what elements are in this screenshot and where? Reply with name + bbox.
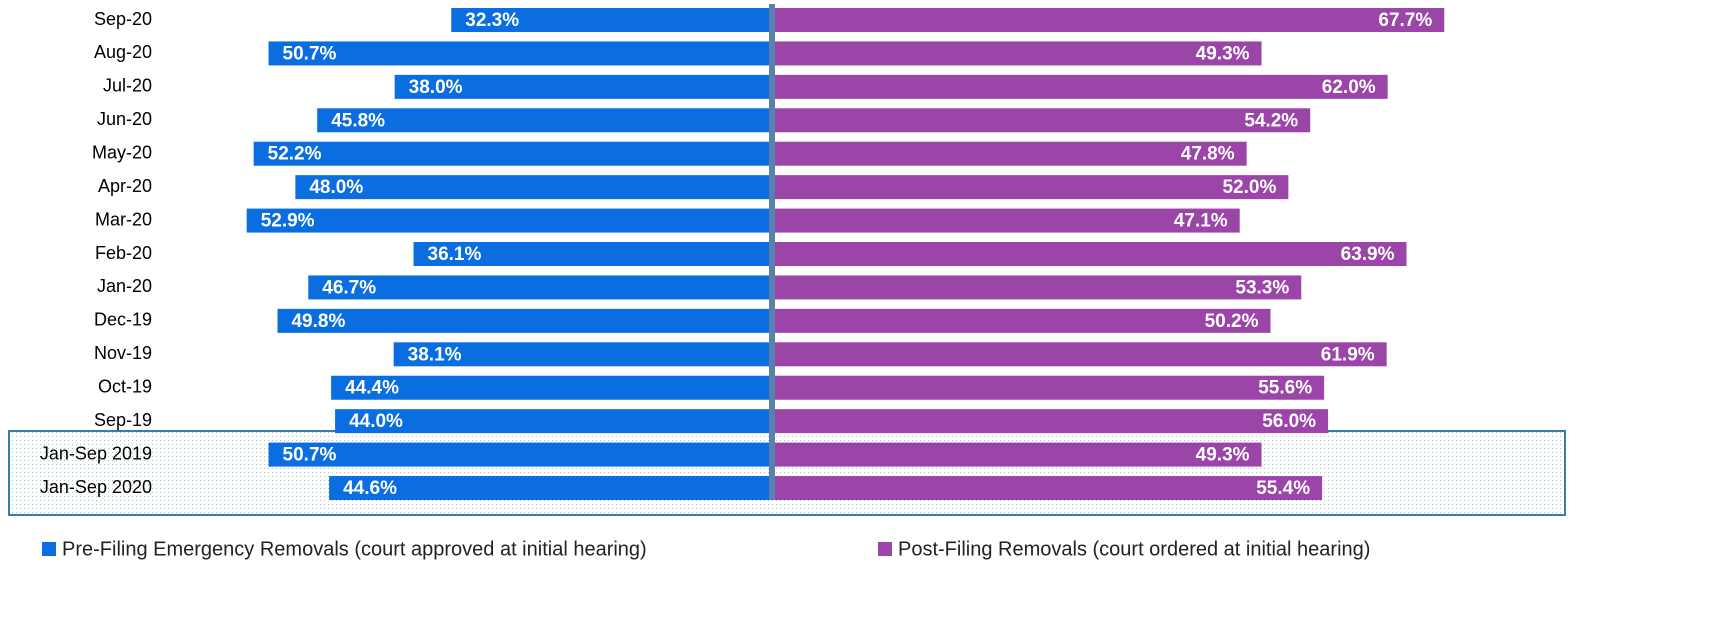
data-label: 44.6%	[343, 478, 397, 499]
category-label: Sep-20	[94, 9, 152, 29]
bars: Sep-20 32.3% 67.7% Aug-20 50.7% 49.3% Jul-20 38…	[40, 8, 1445, 501]
bar	[335, 409, 772, 434]
legend-swatch	[878, 542, 892, 556]
category-label: Jan-Sep 2020	[40, 477, 152, 497]
bar	[772, 476, 1323, 501]
data-label: 38.1%	[408, 344, 462, 365]
category-label: Jan-Sep 2019	[40, 443, 152, 463]
category-label: Nov-19	[94, 343, 152, 363]
data-label: 55.6%	[1258, 378, 1312, 399]
bar	[308, 275, 772, 300]
data-label: 36.1%	[428, 244, 482, 265]
bar	[295, 175, 772, 200]
category-label: May-20	[92, 142, 152, 162]
category-label: Aug-20	[94, 42, 152, 62]
bar	[772, 308, 1271, 333]
data-label: 62.0%	[1322, 77, 1376, 98]
data-label: 48.0%	[309, 177, 363, 198]
category-label: Sep-19	[94, 410, 152, 430]
data-label: 49.3%	[1196, 445, 1250, 466]
bar	[772, 242, 1407, 267]
bar	[331, 375, 772, 400]
bar	[772, 208, 1240, 233]
category-label: Feb-20	[95, 243, 152, 263]
data-label: 47.8%	[1181, 144, 1235, 165]
data-label: 49.8%	[291, 311, 345, 332]
bar	[317, 108, 772, 133]
legend-label: Pre-Filing Emergency Removals (court app…	[62, 538, 647, 560]
data-label: 56.0%	[1262, 411, 1316, 432]
bar	[772, 8, 1445, 32]
data-label: 52.9%	[261, 211, 315, 232]
bar	[772, 409, 1329, 434]
bar	[772, 342, 1387, 367]
bar	[772, 141, 1247, 166]
data-label: 45.8%	[331, 110, 385, 131]
category-label: Dec-19	[94, 310, 152, 330]
bar	[772, 41, 1262, 66]
data-label: 50.7%	[283, 445, 337, 466]
category-label: Jul-20	[103, 76, 152, 96]
bar	[253, 141, 773, 166]
bar	[246, 208, 772, 233]
data-label: 55.4%	[1256, 478, 1310, 499]
data-label: 46.7%	[322, 277, 376, 298]
bar	[772, 74, 1388, 99]
bar	[329, 476, 772, 501]
legend-label: Post-Filing Removals (court ordered at i…	[898, 538, 1370, 560]
data-label: 61.9%	[1321, 344, 1375, 365]
bar	[772, 442, 1262, 467]
data-label: 44.0%	[349, 411, 403, 432]
bar	[413, 242, 772, 267]
data-label: 50.2%	[1205, 311, 1259, 332]
bar	[772, 108, 1311, 133]
data-label: 54.2%	[1244, 110, 1298, 131]
data-label: 63.9%	[1341, 244, 1395, 265]
legend-swatch	[42, 542, 56, 556]
bar	[772, 375, 1325, 400]
category-label: Jan-20	[97, 276, 152, 296]
bar	[268, 442, 772, 467]
bar	[277, 308, 772, 333]
bar	[451, 8, 772, 32]
data-label: 44.4%	[345, 378, 399, 399]
bar	[393, 342, 772, 367]
category-label: Mar-20	[95, 209, 152, 229]
data-label: 49.3%	[1196, 43, 1250, 64]
data-label: 50.7%	[283, 43, 337, 64]
category-label: Oct-19	[98, 376, 152, 396]
data-label: 67.7%	[1378, 10, 1432, 31]
bar	[268, 41, 772, 66]
data-label: 52.2%	[268, 144, 322, 165]
category-label: Apr-20	[98, 176, 152, 196]
center-line	[769, 4, 775, 500]
bar	[394, 74, 772, 99]
data-label: 32.3%	[465, 10, 519, 31]
category-label: Jun-20	[97, 109, 152, 129]
data-label: 47.1%	[1174, 211, 1228, 232]
legend: Pre-Filing Emergency Removals (court app…	[42, 538, 1370, 560]
bar	[772, 175, 1289, 200]
bar	[772, 275, 1302, 300]
data-label: 53.3%	[1235, 277, 1289, 298]
data-label: 38.0%	[409, 77, 463, 98]
data-label: 52.0%	[1222, 177, 1276, 198]
